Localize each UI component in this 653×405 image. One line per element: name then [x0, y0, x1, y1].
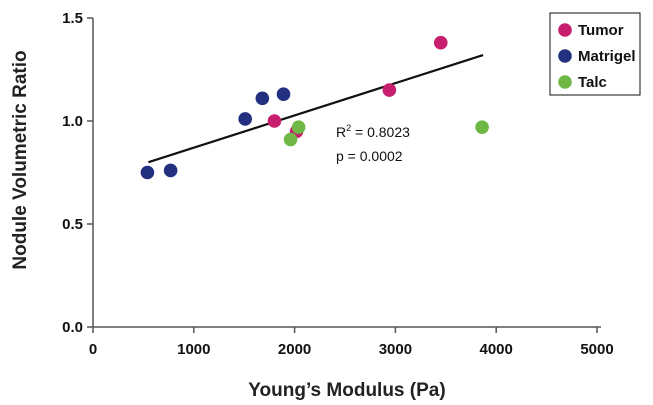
x-tick-label: 3000	[379, 341, 412, 358]
r-squared-value: = 0.8023	[351, 124, 410, 140]
y-tick-label: 0.0	[62, 319, 83, 336]
y-tick-label: 1.5	[62, 10, 83, 27]
talc-data-point	[283, 132, 298, 147]
y-ticks: 0.0 0.5 1.0 1.5	[62, 10, 93, 336]
talc-data-point	[291, 120, 306, 134]
legend-marker-matrigel	[558, 49, 572, 63]
legend-label-matrigel: Matrigel	[578, 48, 636, 65]
r-squared-prefix: R	[336, 124, 346, 140]
y-tick-label: 1.0	[62, 113, 83, 130]
talc-data-point	[475, 120, 489, 134]
x-axis-title: Young’s Modulus (Pa)	[248, 380, 445, 401]
matrigel-data-point	[255, 91, 270, 106]
tumor-data-point	[382, 83, 397, 97]
data-points	[140, 35, 489, 180]
x-ticks: 0 1000 2000 3000 4000 5000	[89, 327, 614, 358]
x-tick-label: 1000	[177, 341, 210, 358]
matrigel-data-point	[163, 163, 178, 178]
tumor-data-point	[433, 35, 448, 50]
x-tick-label: 0	[89, 341, 97, 358]
matrigel-data-point	[238, 112, 253, 126]
r-squared-label: R2 = 0.8023	[336, 123, 410, 140]
p-value-label: p = 0.0002	[336, 148, 403, 164]
legend-label-tumor: Tumor	[578, 22, 624, 39]
regression-line	[148, 54, 484, 164]
legend: Tumor Matrigel Talc	[549, 12, 641, 96]
axes	[92, 18, 601, 328]
x-tick-label: 2000	[278, 341, 311, 358]
matrigel-data-point	[276, 87, 291, 102]
legend-marker-talc	[558, 75, 572, 89]
y-axis-title: Nodule Volumetric Ratio	[10, 50, 31, 269]
y-tick-label: 0.5	[62, 216, 83, 233]
r-squared-superscript: 2	[346, 123, 351, 133]
x-tick-label: 5000	[580, 341, 613, 358]
legend-label-talc: Talc	[578, 74, 607, 91]
tumor-data-point	[267, 114, 282, 128]
legend-marker-tumor	[558, 23, 572, 37]
matrigel-data-point	[140, 165, 155, 180]
x-tick-label: 4000	[480, 341, 513, 358]
